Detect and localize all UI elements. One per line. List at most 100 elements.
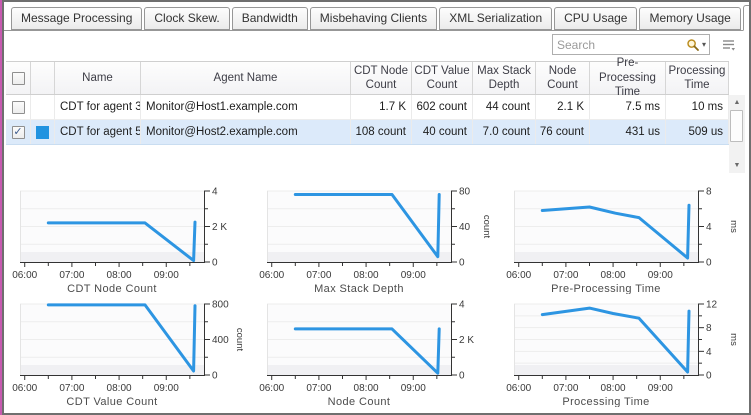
name-cell: CDT for agent 3	[55, 95, 141, 119]
value-cell: 431 us	[590, 120, 666, 144]
search-input[interactable]	[553, 37, 686, 52]
svg-text:800: 800	[212, 300, 229, 311]
svg-text:400: 400	[212, 335, 229, 346]
svg-text:0: 0	[459, 258, 465, 269]
select-all-checkbox[interactable]	[11, 71, 25, 85]
column-header-max-stack-depth[interactable]: Max Stack Depth	[473, 62, 536, 94]
svg-text:07:00: 07:00	[553, 270, 578, 281]
svg-text:07:00: 07:00	[306, 383, 331, 394]
table-row[interactable]: ✓ CDT for agent 5 Monitor@Host2.example.co…	[6, 120, 729, 145]
svg-text:2 K: 2 K	[459, 335, 474, 346]
svg-text:0: 0	[706, 371, 712, 382]
tab-message-processing[interactable]: Message Processing	[11, 7, 143, 30]
value-cell: 10 ms	[666, 95, 729, 119]
scroll-up-icon[interactable]: ▲	[729, 95, 745, 110]
column-header-pre-processing-time[interactable]: Pre-Processing Time	[590, 57, 666, 98]
chart-canvas: 06:00 07:00 08:00 09:00 0 400 800 count CDT Valu…	[12, 300, 245, 409]
select-all-cell	[6, 62, 31, 94]
svg-text:07:00: 07:00	[553, 383, 578, 394]
search-dropdown-icon[interactable]: ▾	[701, 39, 706, 49]
chart-canvas: 06:00 07:00 08:00 09:00 0 40 80 count Max Stack …	[259, 187, 492, 296]
column-header-node-count[interactable]: Node Count	[536, 62, 590, 94]
agent-name-cell: Monitor@Host1.example.com	[141, 95, 351, 119]
svg-text:06:00: 06:00	[506, 270, 531, 281]
svg-text:4: 4	[706, 347, 712, 358]
chart-canvas: 06:00 07:00 08:00 09:00 0 2 K 4 CDT Node Count	[12, 187, 227, 296]
column-header-agent-name[interactable]: Agent Name	[141, 62, 351, 94]
svg-text:08:00: 08:00	[601, 270, 626, 281]
svg-text:08:00: 08:00	[354, 270, 379, 281]
tab-cpu-usage[interactable]: CPU Usage	[554, 7, 638, 30]
table-body: CDT for agent 3 Monitor@Host1.example.com…	[6, 95, 745, 173]
charts-panel: 06:00 07:00 08:00 09:00 0 2 K 4 CDT Node Count 0…	[4, 173, 749, 412]
value-cell: 44 count	[473, 95, 536, 119]
svg-text:06:00: 06:00	[259, 270, 284, 281]
chart-canvas: 06:00 07:00 08:00 09:00 0 2 K 4 Node Count	[259, 300, 474, 409]
svg-text:Processing Time: Processing Time	[562, 396, 649, 407]
svg-text:CDT Node Count: CDT Node Count	[67, 283, 157, 294]
value-cell: 1.7 K	[351, 95, 412, 119]
value-cell: 108 count	[351, 120, 412, 144]
value-cell: 76 count	[536, 120, 590, 144]
row-checkbox-cell	[6, 95, 31, 119]
column-chooser-button[interactable]	[719, 36, 737, 54]
svg-text:06:00: 06:00	[259, 383, 284, 394]
svg-text:0: 0	[212, 371, 218, 382]
svg-text:Max Stack Depth: Max Stack Depth	[314, 283, 404, 294]
svg-text:2 K: 2 K	[212, 222, 227, 233]
svg-text:0: 0	[459, 371, 465, 382]
chart-pre-processing-time: 06:00 07:00 08:00 09:00 0 4 8 ms Pre-Processing …	[504, 186, 741, 299]
row-checkbox-cell: ✓	[6, 120, 31, 144]
svg-text:0: 0	[212, 258, 218, 269]
vertical-scrollbar[interactable]: ▲ ▼	[729, 95, 745, 173]
tab-bar: Message Processing Clock Skew. Bandwidth Mi…	[4, 2, 749, 31]
chart-node-count: 06:00 07:00 08:00 09:00 0 2 K 4 Node Count	[257, 299, 494, 412]
column-header-name[interactable]: Name	[55, 62, 141, 94]
svg-text:06:00: 06:00	[506, 383, 531, 394]
tab-bandwidth[interactable]: Bandwidth	[231, 7, 308, 30]
row-checkbox[interactable]	[11, 100, 25, 114]
column-header-cdt-node-count[interactable]: CDT Node Count	[351, 62, 412, 94]
svg-text:ms: ms	[728, 220, 739, 233]
chart-cdt-value-count: 06:00 07:00 08:00 09:00 0 400 800 count CDT Valu…	[10, 299, 247, 412]
chart-canvas: 06:00 07:00 08:00 09:00 0 4 8 12 ms Processing Ti…	[506, 300, 739, 409]
value-cell: 2.1 K	[536, 95, 590, 119]
series-color-cell	[31, 95, 55, 119]
svg-text:Pre-Processing Time: Pre-Processing Time	[551, 283, 661, 294]
svg-text:4: 4	[212, 187, 218, 198]
svg-text:40: 40	[459, 222, 471, 233]
search-box[interactable]: ▾	[552, 34, 710, 55]
svg-text:09:00: 09:00	[154, 270, 179, 281]
scrollbar-thumb[interactable]	[730, 110, 743, 142]
svg-text:07:00: 07:00	[59, 270, 84, 281]
svg-text:09:00: 09:00	[648, 270, 673, 281]
color-column-header	[31, 62, 55, 94]
value-cell: 40 count	[412, 120, 473, 144]
search-button[interactable]: ▾	[686, 38, 709, 52]
svg-text:09:00: 09:00	[401, 270, 426, 281]
svg-text:8: 8	[706, 323, 712, 334]
tab-memory-usage[interactable]: Memory Usage	[639, 7, 741, 30]
tab-clock-skew[interactable]: Clock Skew.	[144, 7, 230, 30]
agent-name-cell: Monitor@Host2.example.com	[141, 120, 351, 144]
svg-text:80: 80	[459, 187, 471, 198]
table-row[interactable]: CDT for agent 3 Monitor@Host1.example.com…	[6, 95, 729, 120]
chart-max-stack-depth: 06:00 07:00 08:00 09:00 0 40 80 count Max Stack …	[257, 186, 494, 299]
svg-text:08:00: 08:00	[107, 270, 132, 281]
column-header-cdt-value-count[interactable]: CDT Value Count	[412, 62, 473, 94]
tab-cdt-submission[interactable]: CDT Submission	[742, 5, 749, 31]
svg-text:12: 12	[706, 300, 718, 311]
tab-misbehaving-clients[interactable]: Misbehaving Clients	[309, 7, 438, 30]
svg-text:09:00: 09:00	[401, 383, 426, 394]
svg-text:07:00: 07:00	[306, 270, 331, 281]
tab-xml-serialization[interactable]: XML Serialization	[439, 7, 553, 30]
series-color-cell	[31, 120, 55, 144]
series-color-swatch	[36, 125, 49, 139]
svg-text:06:00: 06:00	[12, 270, 37, 281]
svg-text:8: 8	[706, 187, 712, 198]
scroll-down-icon[interactable]: ▼	[729, 158, 745, 173]
column-header-processing-time[interactable]: Processing Time	[666, 62, 729, 94]
row-checkbox[interactable]: ✓	[11, 125, 25, 139]
svg-text:4: 4	[459, 300, 465, 311]
